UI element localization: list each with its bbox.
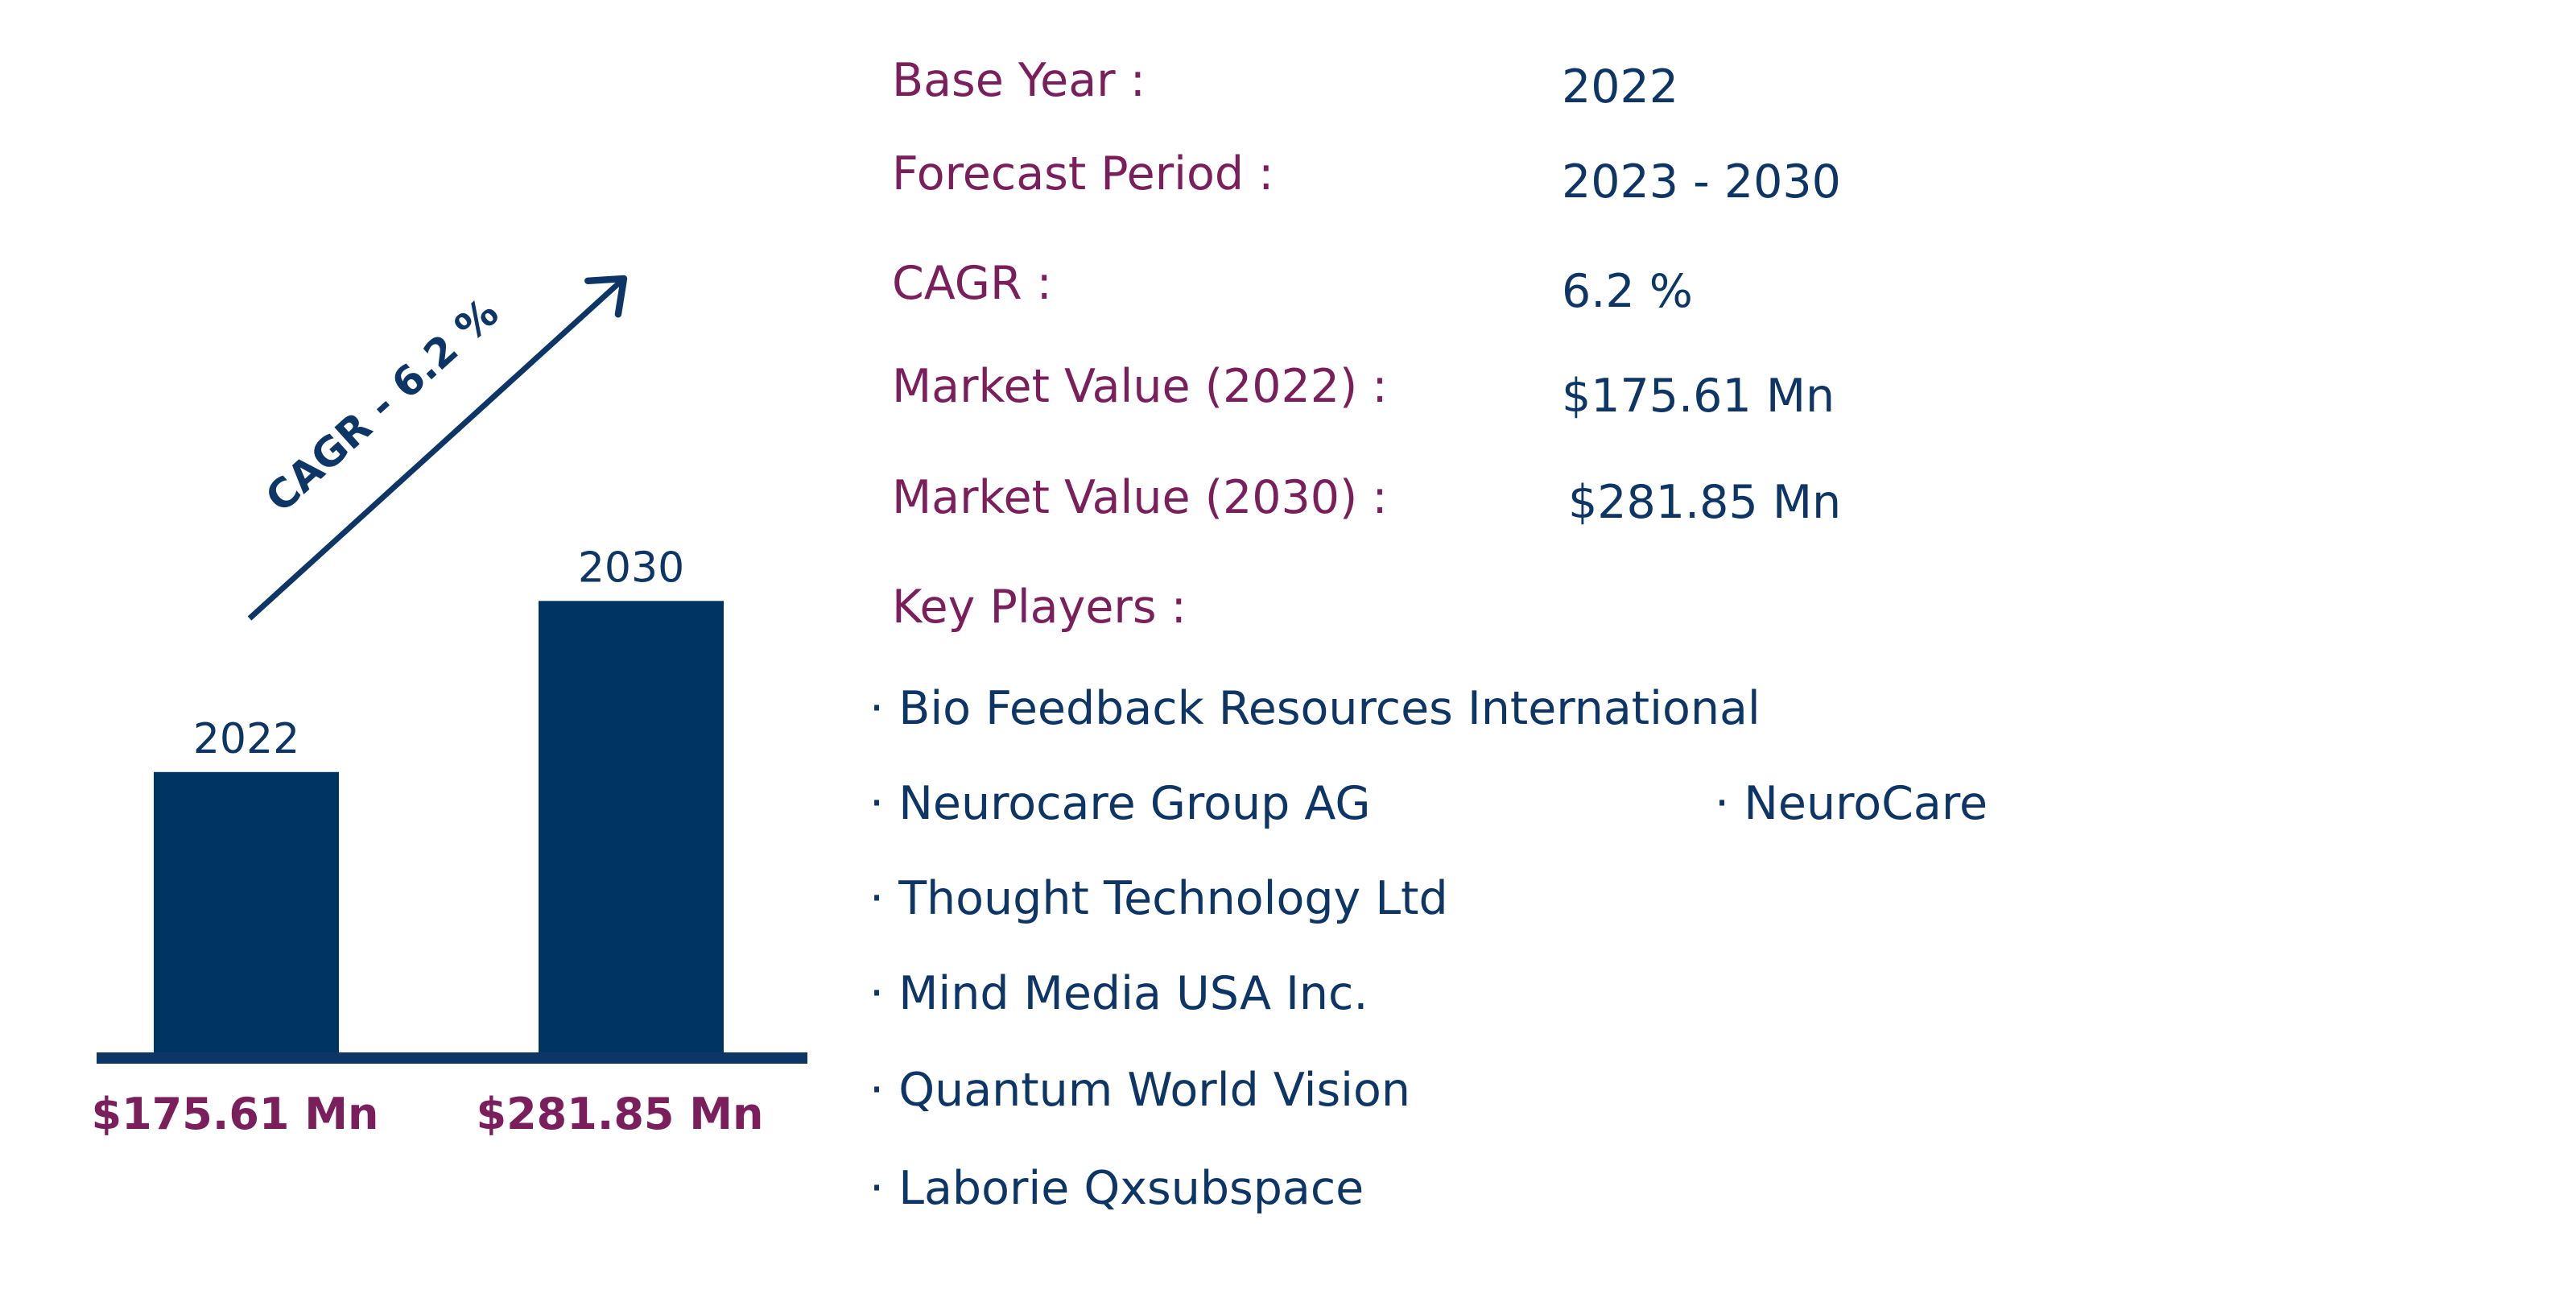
bar-2030 — [539, 601, 724, 1055]
key-player-item: · Quantum World Vision — [869, 1064, 1410, 1117]
key-player-item: · Neurocare Group AG — [869, 777, 1371, 830]
key-player-item: · NeuroCare — [1715, 777, 1988, 830]
market-bar-chart: 2022 $175.61 Mn 2030 $281.85 Mn CAGR - 6.2 … — [92, 275, 807, 1139]
bar-category-label: 2030 — [578, 544, 684, 592]
bar-category-label: 2022 — [193, 715, 299, 763]
key-player-item: · Mind Media USA Inc. — [869, 967, 1368, 1020]
key-player-item: · Thought Technology Ltd — [869, 872, 1448, 925]
cagr-annotation: CAGR - 6.2 % — [257, 289, 507, 521]
base-year-label: Base Year : — [892, 54, 1146, 107]
market-value-2030-label: Market Value (2030) : — [892, 471, 1388, 524]
forecast-period-label: Forecast Period : — [892, 147, 1274, 200]
cagr-value: 6.2 % — [1562, 265, 1693, 318]
key-player-item: · Laborie Qxsubspace — [869, 1162, 1364, 1215]
bar-value-label: $175.61 Mn — [92, 1089, 379, 1139]
bar-value-label: $281.85 Mn — [477, 1089, 764, 1139]
market-value-2022-label: Market Value (2022) : — [892, 360, 1388, 413]
key-player-item: · Bio Feedback Resources International — [869, 682, 1761, 735]
forecast-period-value: 2023 - 2030 — [1562, 155, 1841, 209]
market-value-2030-value: $281.85 Mn — [1568, 476, 1842, 529]
base-year-value: 2022 — [1562, 60, 1679, 114]
key-players-label: Key Players : — [892, 581, 1187, 634]
market-value-2022-value: $175.61 Mn — [1562, 370, 1835, 423]
cagr-label: CAGR : — [892, 257, 1052, 310]
bar-2022 — [154, 771, 339, 1055]
growth-arrow — [247, 275, 628, 621]
